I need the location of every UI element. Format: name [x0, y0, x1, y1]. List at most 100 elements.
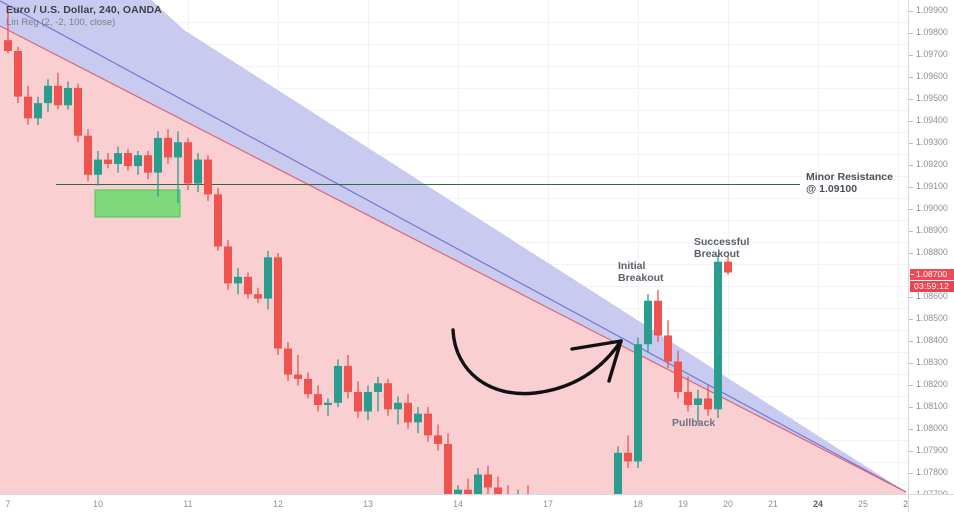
price-tick-label: 1.08800 [916, 247, 948, 257]
candle-body [144, 155, 152, 173]
demand-zone-rect[interactable] [94, 189, 181, 218]
price-tick-label: 1.09500 [916, 93, 948, 103]
time-tick-label: 24 [813, 499, 823, 509]
candle-body [724, 261, 732, 273]
bar-countdown-timer: 03:59:12 [910, 280, 954, 292]
price-tick-label: 1.09600 [916, 71, 948, 81]
price-tick-mark [909, 230, 913, 232]
candle-body [254, 294, 262, 299]
time-tick-label: 18 [633, 499, 643, 509]
price-tick-label: 1.09400 [916, 115, 948, 125]
candle-body [234, 276, 242, 284]
candle-body [154, 137, 162, 173]
price-tick-mark [909, 10, 913, 12]
candle-body [614, 452, 622, 494]
price-tick-label: 1.08600 [916, 291, 948, 301]
candle-body [464, 489, 472, 494]
current-price-value: 1.08700 [916, 269, 948, 279]
trend-arrow [451, 328, 623, 396]
candle-body [304, 378, 312, 395]
candle-body [4, 40, 12, 52]
regression-mid-line [0, 25, 907, 493]
time-tick-label: 21 [768, 499, 778, 509]
price-tick-mark [909, 164, 913, 166]
price-tick-mark [909, 362, 913, 364]
axis-corner [908, 494, 954, 512]
candle-body [74, 87, 82, 136]
annotation-initial-breakout: Initial Breakout [618, 260, 664, 284]
candle-body [494, 487, 502, 494]
candle-body [374, 383, 382, 392]
candle-body [654, 300, 662, 336]
price-tick-mark [909, 208, 913, 210]
candle-body [414, 413, 422, 423]
price-tick-label: 1.08200 [916, 379, 948, 389]
candle-body [224, 246, 232, 284]
candle-body [34, 103, 42, 119]
time-tick-label: 13 [363, 499, 373, 509]
symbol-title: Euro / U.S. Dollar, 240, OANDA [6, 4, 162, 16]
candle-body [404, 402, 412, 423]
price-tick-mark [909, 54, 913, 56]
candle-body [484, 474, 492, 488]
candle-body [664, 335, 672, 362]
candle-body [104, 159, 112, 164]
price-tick-label: 1.09000 [916, 203, 948, 213]
candle-body [214, 194, 222, 247]
candle-body [24, 96, 32, 119]
indicator-label: Lin Reg (2, -2, 100, close) [6, 17, 116, 28]
candle-body [424, 413, 432, 436]
annotation-pullback: Pullback [672, 417, 716, 429]
candle-body [624, 452, 632, 462]
current-price-tag[interactable]: 1.08700 [910, 269, 954, 280]
candle-body [334, 365, 342, 403]
price-tick-label: 1.09700 [916, 49, 948, 59]
price-tick-label: 1.09200 [916, 159, 948, 169]
annotation-minor-resistance: Minor Resistance @ 1.09100 [806, 171, 893, 195]
annotation-successful-breakout: Successful Breakout [694, 236, 750, 260]
candle-body [64, 87, 72, 106]
price-tick-label: 1.08300 [916, 357, 948, 367]
time-tick-label: 25 [858, 499, 868, 509]
chart-plot-area[interactable]: Euro / U.S. Dollar, 240, OANDA Lin Reg (… [0, 0, 908, 494]
price-tick-label: 1.08000 [916, 423, 948, 433]
candle-body [164, 137, 172, 158]
candle-body [454, 489, 462, 494]
regression-upper-line [0, 0, 907, 493]
candle-body [444, 444, 452, 494]
candle-body [194, 159, 202, 184]
price-axis[interactable]: 1.09900 1.09800 1.09700 1.09600 1.09500 1.094… [908, 0, 954, 499]
price-tick-label: 1.09900 [916, 5, 948, 15]
price-tick-mark [909, 98, 913, 100]
candle-body [204, 159, 212, 195]
time-tick-label: 19 [678, 499, 688, 509]
time-tick-label: 12 [273, 499, 283, 509]
candle-body [94, 159, 102, 175]
candle-body [354, 391, 362, 412]
time-tick-label: 17 [543, 499, 553, 509]
price-tick-mark [909, 252, 913, 254]
time-axis[interactable]: 71011121314171819202124252627 [0, 494, 913, 512]
price-tick-mark [909, 296, 913, 298]
candle-body [84, 135, 92, 175]
price-tick-mark [909, 142, 913, 144]
candle-body [284, 348, 292, 375]
price-tick-label: 1.09300 [916, 137, 948, 147]
time-tick-label: 10 [93, 499, 103, 509]
candle-body [14, 51, 22, 97]
price-tick-mark [909, 472, 913, 474]
time-tick-label: 11 [183, 499, 193, 509]
price-tick-mark [909, 120, 913, 122]
price-tick-mark [909, 76, 913, 78]
price-tick-mark [909, 450, 913, 452]
price-tick-mark [909, 32, 913, 34]
candle-body [644, 300, 652, 345]
candle-body [684, 391, 692, 405]
candle-body [324, 402, 332, 405]
candle-body [134, 155, 142, 167]
candle-body [714, 261, 722, 410]
candle-body [384, 383, 392, 410]
candle-body [704, 398, 712, 410]
candle-body [174, 142, 182, 158]
